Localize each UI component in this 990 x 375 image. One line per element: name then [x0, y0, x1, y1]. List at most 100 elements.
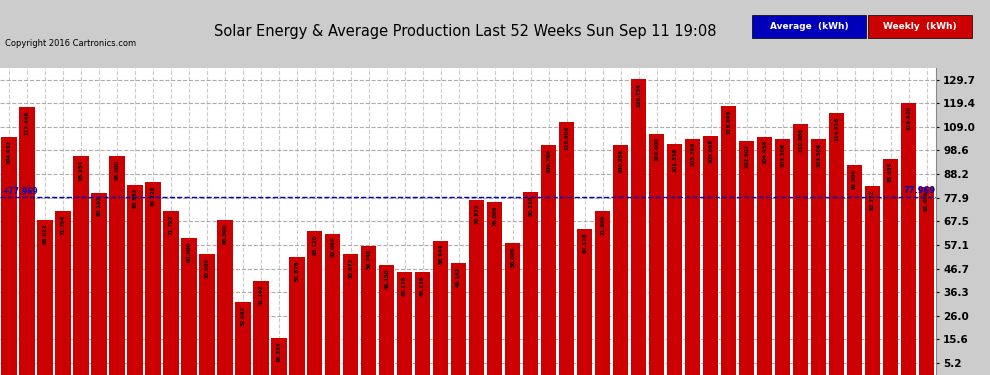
Text: 103.506: 103.506 — [780, 142, 785, 166]
Bar — [20, 108, 35, 375]
Bar — [631, 80, 646, 375]
Text: 71.806: 71.806 — [600, 215, 605, 236]
Bar — [451, 263, 466, 375]
Text: 80.310: 80.310 — [529, 195, 534, 216]
Text: Copyright 2016 Cartronics.com: Copyright 2016 Cartronics.com — [5, 39, 136, 48]
Bar — [199, 254, 215, 375]
Text: 100.856: 100.856 — [618, 149, 623, 173]
Text: 117.448: 117.448 — [25, 111, 30, 135]
Bar — [685, 139, 700, 375]
Text: 100.790: 100.790 — [546, 149, 551, 173]
Text: 56.740: 56.740 — [366, 249, 371, 269]
Text: 110.086: 110.086 — [798, 128, 803, 152]
Text: 101.338: 101.338 — [672, 148, 677, 172]
Text: 68.000: 68.000 — [223, 224, 228, 244]
Bar — [901, 103, 916, 375]
Text: 95.954: 95.954 — [78, 160, 83, 180]
Bar — [38, 220, 52, 375]
Text: 45.136: 45.136 — [402, 276, 407, 296]
Bar — [55, 211, 70, 375]
Bar — [793, 124, 808, 375]
Bar — [1, 137, 17, 375]
Bar — [505, 243, 521, 375]
Bar — [559, 122, 574, 375]
Bar — [289, 257, 305, 375]
Text: 45.136: 45.136 — [421, 276, 426, 296]
Bar — [434, 241, 448, 375]
Bar — [361, 246, 376, 375]
Text: 71.792: 71.792 — [168, 215, 173, 235]
Text: 92.000: 92.000 — [852, 169, 857, 189]
Text: 49.162: 49.162 — [456, 266, 461, 287]
Bar — [146, 182, 160, 375]
Bar — [739, 141, 754, 375]
Text: 76.008: 76.008 — [492, 205, 497, 226]
Text: 63.120: 63.120 — [313, 235, 318, 255]
Text: 41.102: 41.102 — [258, 285, 263, 305]
Text: 118.048: 118.048 — [726, 110, 732, 134]
Text: 64.118: 64.118 — [582, 232, 587, 253]
Text: 103.506: 103.506 — [816, 142, 821, 166]
Bar — [163, 211, 178, 375]
Text: 32.062: 32.062 — [241, 305, 246, 326]
Bar — [919, 187, 935, 375]
Text: 80.102: 80.102 — [96, 196, 101, 216]
Text: Weekly  (kWh): Weekly (kWh) — [883, 22, 956, 31]
Text: +77.969: +77.969 — [2, 187, 38, 196]
Bar — [236, 302, 250, 375]
Bar — [379, 266, 394, 375]
Bar — [667, 144, 682, 375]
Bar — [253, 281, 268, 375]
Bar — [181, 238, 197, 375]
Bar — [109, 156, 125, 375]
Bar — [846, 165, 862, 375]
Text: 60.000: 60.000 — [186, 242, 191, 262]
Text: 68.012: 68.012 — [43, 224, 48, 244]
Bar — [217, 220, 233, 375]
Bar — [91, 192, 107, 375]
Text: 95.036: 95.036 — [888, 162, 893, 182]
Text: 51.878: 51.878 — [294, 260, 299, 281]
Bar — [487, 202, 502, 375]
Text: 58.008: 58.008 — [510, 246, 515, 267]
Bar — [577, 229, 592, 375]
Bar — [344, 254, 358, 375]
Bar — [829, 114, 844, 375]
Text: 104.432: 104.432 — [7, 141, 12, 164]
Bar — [73, 156, 89, 375]
Text: 110.906: 110.906 — [564, 126, 569, 150]
Bar — [757, 137, 772, 375]
Text: 102.902: 102.902 — [744, 144, 749, 168]
Bar — [775, 139, 790, 375]
Bar — [595, 211, 611, 375]
Bar — [307, 231, 323, 375]
Text: Solar Energy & Average Production Last 52 Weeks Sun Sep 11 19:08: Solar Energy & Average Production Last 5… — [214, 24, 717, 39]
Text: 71.794: 71.794 — [60, 215, 65, 235]
Text: Average  (kWh): Average (kWh) — [769, 22, 848, 31]
Text: 76.872: 76.872 — [474, 203, 479, 224]
Text: 48.150: 48.150 — [384, 269, 389, 289]
Text: 83.552: 83.552 — [133, 188, 138, 209]
Text: 129.734: 129.734 — [637, 83, 642, 107]
Bar — [811, 139, 827, 375]
Text: 77.969: 77.969 — [904, 186, 936, 195]
Bar — [649, 134, 664, 375]
Text: 58.944: 58.944 — [439, 244, 444, 264]
Bar — [469, 200, 484, 375]
Text: 82.772: 82.772 — [870, 190, 875, 210]
Bar — [721, 106, 737, 375]
Text: 119.420: 119.420 — [906, 106, 911, 130]
Text: 96.000: 96.000 — [115, 160, 120, 180]
Text: 62.064: 62.064 — [331, 237, 336, 257]
Bar — [325, 234, 341, 375]
Text: 53.072: 53.072 — [348, 258, 353, 278]
Text: 104.456: 104.456 — [762, 141, 767, 165]
Text: 16.334: 16.334 — [276, 341, 281, 362]
Text: 103.768: 103.768 — [690, 142, 695, 166]
Bar — [703, 136, 719, 375]
Text: 84.728: 84.728 — [150, 185, 155, 206]
Bar — [613, 145, 629, 375]
Bar — [523, 192, 539, 375]
Text: 53.000: 53.000 — [204, 258, 210, 278]
Text: 105.068: 105.068 — [708, 139, 713, 163]
